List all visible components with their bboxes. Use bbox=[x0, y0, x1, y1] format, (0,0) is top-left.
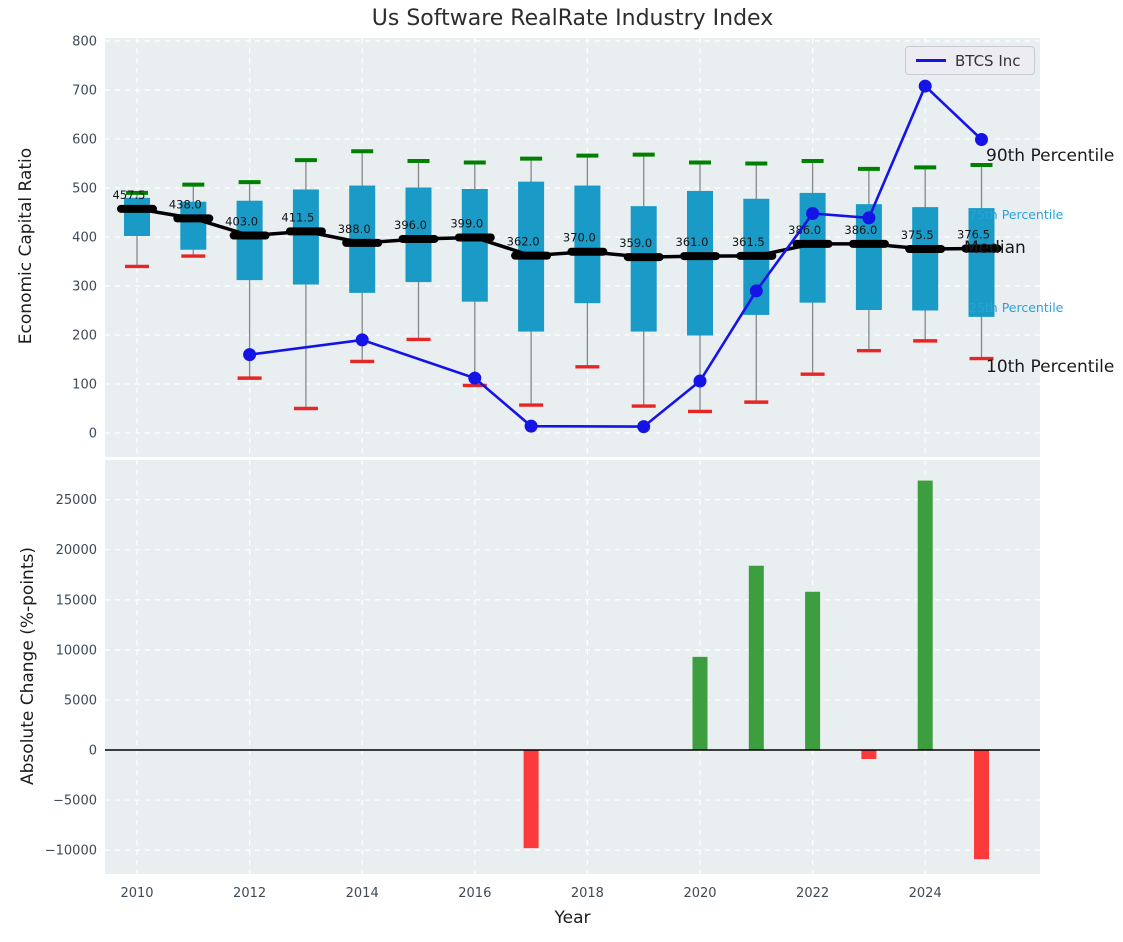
median-value-label-2015: 396.0 bbox=[394, 218, 427, 232]
svg-text:5000: 5000 bbox=[64, 693, 97, 708]
svg-text:10000: 10000 bbox=[56, 643, 97, 658]
svg-text:0: 0 bbox=[89, 744, 97, 759]
median-value-label-2023: 386.0 bbox=[844, 223, 877, 237]
btcs-point-2024 bbox=[918, 79, 932, 93]
change-bars bbox=[523, 480, 989, 860]
svg-text:2014: 2014 bbox=[346, 886, 379, 901]
svg-text:−5000: −5000 bbox=[53, 794, 97, 809]
bottom-grid bbox=[105, 460, 1040, 874]
median-line bbox=[136, 207, 982, 259]
bar-2022 bbox=[805, 591, 821, 750]
bottom-y-tick-labels: −10000 −5000 0 5000 10000 15000 20000 25000 bbox=[45, 493, 97, 859]
btcs-point-2017 bbox=[524, 419, 538, 433]
median-value-label-2010: 457.5 bbox=[113, 188, 146, 202]
svg-text:0: 0 bbox=[89, 427, 97, 442]
iqr-box-2010 bbox=[124, 197, 150, 237]
annotation-90th-percentile: 90th Percentile bbox=[986, 146, 1115, 166]
bar-2024 bbox=[917, 480, 933, 750]
top-y-tick-labels: 0 100 200 300 400 500 600 700 800 bbox=[72, 35, 97, 442]
svg-text:700: 700 bbox=[72, 84, 97, 99]
btcs-point-2014 bbox=[355, 333, 369, 347]
svg-text:500: 500 bbox=[72, 182, 97, 197]
svg-text:100: 100 bbox=[72, 378, 97, 393]
iqr-box-2020 bbox=[687, 190, 713, 336]
median-value-label-2017: 362.0 bbox=[507, 235, 540, 249]
svg-text:2018: 2018 bbox=[571, 886, 604, 901]
median-value-label-2020: 361.0 bbox=[676, 235, 709, 249]
median-value-label-2016: 399.0 bbox=[450, 216, 483, 230]
bar-2017 bbox=[523, 750, 539, 849]
percentile-boxes bbox=[124, 149, 995, 414]
btcs-point-2020 bbox=[693, 374, 707, 388]
annotation-10th-percentile: 10th Percentile bbox=[986, 357, 1115, 377]
svg-text:15000: 15000 bbox=[56, 593, 97, 608]
svg-text:2012: 2012 bbox=[233, 886, 266, 901]
svg-text:20000: 20000 bbox=[56, 543, 97, 558]
x-tick-labels: 2010 2012 2014 2016 2018 2020 2022 2024 bbox=[120, 886, 941, 901]
bar-2025 bbox=[974, 750, 989, 860]
bottom-axes-background bbox=[105, 460, 1040, 874]
median-series: 457.5 438.0 403.0 411.5 388.0 396.0 399.0 362.0… bbox=[113, 188, 1002, 262]
iqr-box-2012 bbox=[236, 200, 263, 281]
legend: BTCS Inc bbox=[905, 46, 1035, 75]
bar-2020 bbox=[692, 656, 708, 750]
iqr-box-2018 bbox=[574, 185, 601, 304]
annotation-median: Median bbox=[964, 238, 1026, 258]
iqr-box-2011 bbox=[180, 201, 207, 250]
svg-text:2020: 2020 bbox=[683, 886, 716, 901]
median-value-label-2018: 370.0 bbox=[563, 231, 596, 245]
svg-text:600: 600 bbox=[72, 133, 97, 148]
svg-text:2022: 2022 bbox=[796, 886, 829, 901]
svg-text:800: 800 bbox=[72, 35, 97, 50]
bar-2023 bbox=[861, 750, 877, 760]
median-value-label-2011: 438.0 bbox=[169, 197, 202, 211]
btcs-point-2023 bbox=[862, 211, 876, 225]
iqr-box-2024 bbox=[912, 207, 939, 311]
median-value-label-2013: 411.5 bbox=[281, 210, 314, 224]
svg-text:2016: 2016 bbox=[458, 886, 491, 901]
legend-label: BTCS Inc bbox=[955, 51, 1021, 70]
svg-text:2024: 2024 bbox=[909, 886, 942, 901]
btcs-point-2019 bbox=[637, 420, 651, 434]
iqr-box-2015 bbox=[405, 187, 432, 283]
annotation-75th-percentile: 75th Percentile bbox=[969, 207, 1064, 222]
median-value-label-2024: 375.5 bbox=[901, 228, 934, 242]
median-value-label-2022: 386.0 bbox=[788, 223, 821, 237]
x-axis-label: Year bbox=[554, 908, 591, 928]
bar-2021 bbox=[748, 565, 764, 750]
btcs-point-2012 bbox=[243, 348, 257, 362]
iqr-box-2016 bbox=[461, 188, 488, 302]
median-value-label-2019: 359.0 bbox=[619, 236, 652, 250]
median-value-label-2012: 403.0 bbox=[225, 215, 258, 229]
iqr-box-2019 bbox=[630, 206, 657, 332]
chart-title: Us Software RealRate Industry Index bbox=[371, 6, 774, 31]
legend-line-sample-icon bbox=[916, 59, 946, 62]
svg-text:2010: 2010 bbox=[120, 886, 153, 901]
annotation-25th-percentile: 25th Percentile bbox=[969, 300, 1064, 315]
svg-text:−10000: −10000 bbox=[45, 844, 97, 859]
iqr-box-2025 bbox=[968, 208, 995, 317]
btcs-point-2016 bbox=[468, 371, 482, 385]
btcs-series bbox=[243, 79, 988, 434]
iqr-box-2013 bbox=[292, 189, 319, 285]
median-value-label-2014: 388.0 bbox=[338, 222, 371, 236]
btcs-point-2022 bbox=[806, 206, 820, 220]
median-value-label-2025: 376.5 bbox=[957, 228, 990, 242]
svg-text:25000: 25000 bbox=[56, 493, 97, 508]
svg-text:300: 300 bbox=[72, 280, 97, 295]
median-value-label-2021: 361.5 bbox=[732, 235, 765, 249]
y-axis-label-top: Economic Capital Ratio bbox=[16, 147, 36, 345]
btcs-point-2021 bbox=[749, 284, 763, 298]
y-axis-label-bottom: Absolute Change (%-points) bbox=[18, 547, 38, 785]
btcs-point-2025 bbox=[975, 132, 988, 146]
svg-text:200: 200 bbox=[72, 329, 97, 344]
svg-text:400: 400 bbox=[72, 231, 97, 246]
